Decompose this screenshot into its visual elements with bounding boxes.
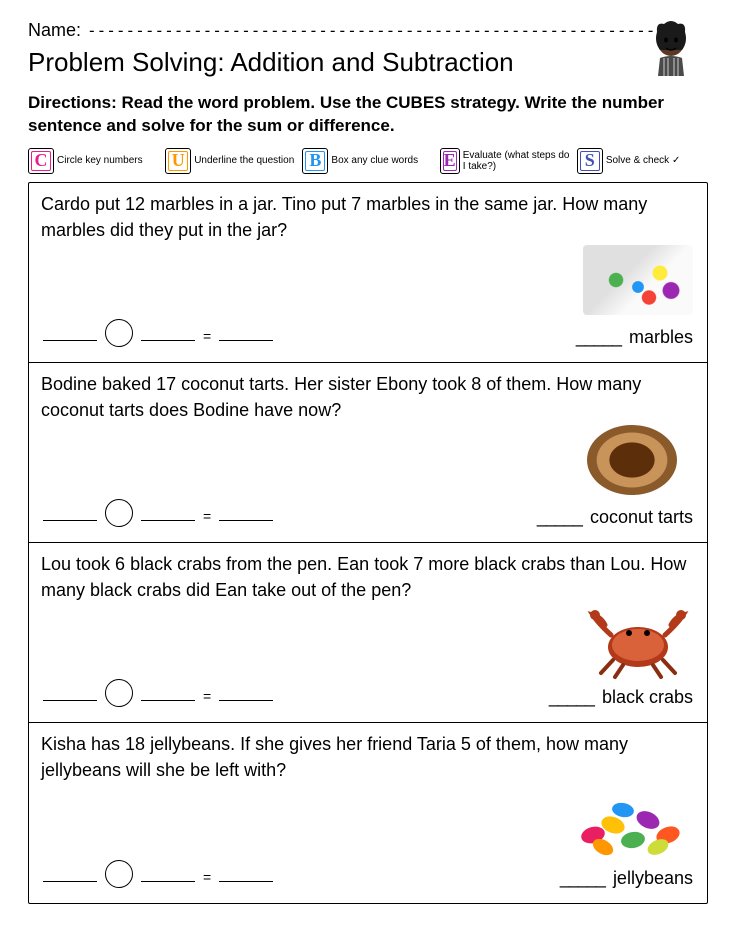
problem-text: Bodine baked 17 coconut tarts. Her siste… [41,371,695,423]
answer-blank[interactable]: _____ [549,687,594,708]
jellybeans-icon [573,785,693,860]
equals-sign: = [203,328,211,344]
crab-icon [583,605,693,680]
cubes-strategy-row: C Circle key numbers U Underline the que… [28,148,708,174]
operator-circle[interactable] [105,319,133,347]
cubes-item-c: C Circle key numbers [28,148,159,174]
cubes-label-b: Box any clue words [331,155,418,166]
operand-2-blank[interactable] [141,323,195,341]
answer-row: _____ black crabs [549,687,693,708]
cubes-label-e: Evaluate (what steps do I take?) [463,150,571,172]
cubes-item-b: B Box any clue words [302,148,433,174]
cubes-item-e: E Evaluate (what steps do I take?) [440,148,571,174]
operator-circle[interactable] [105,679,133,707]
answer-unit: jellybeans [613,868,693,889]
answer-blank[interactable]: _____ [576,327,621,348]
cubes-item-s: S Solve & check ✓ [577,148,708,174]
operator-circle[interactable] [105,499,133,527]
problem-text: Cardo put 12 marbles in a jar. Tino put … [41,191,695,243]
answer-row: _____ jellybeans [560,868,693,889]
block-letter-e: E [440,148,460,174]
equals-sign: = [203,508,211,524]
problem-2: Bodine baked 17 coconut tarts. Her siste… [29,363,707,543]
block-letter-c: C [28,148,54,174]
operand-2-blank[interactable] [141,864,195,882]
result-blank[interactable] [219,683,273,701]
operand-2-blank[interactable] [141,683,195,701]
equation-row[interactable]: = [43,854,273,885]
name-label: Name: [28,20,81,41]
block-letter-s: S [577,148,603,174]
equation-row[interactable]: = [43,493,273,524]
answer-row: _____ coconut tarts [537,507,693,528]
answer-unit: marbles [629,327,693,348]
answer-unit: black crabs [602,687,693,708]
name-field-row: Name: ----------------------------------… [28,20,708,41]
cubes-item-u: U Underline the question [165,148,296,174]
answer-row: _____ marbles [576,327,693,348]
problem-text: Kisha has 18 jellybeans. If she gives he… [41,731,695,783]
cubes-label-c: Circle key numbers [57,155,143,166]
equals-sign: = [203,688,211,704]
equation-row[interactable]: = [43,313,273,344]
cubes-label-u: Underline the question [194,155,294,166]
name-blank-line[interactable]: ----------------------------------------… [87,21,675,40]
directions-text: Directions: Read the word problem. Use t… [28,92,708,138]
operand-1-blank[interactable] [43,503,97,521]
page-title: Problem Solving: Addition and Subtractio… [28,47,708,78]
result-blank[interactable] [219,864,273,882]
operand-2-blank[interactable] [141,503,195,521]
operand-1-blank[interactable] [43,683,97,701]
block-letter-u: U [165,148,191,174]
equals-sign: = [203,869,211,885]
operand-1-blank[interactable] [43,323,97,341]
answer-blank[interactable]: _____ [537,507,582,528]
problem-1: Cardo put 12 marbles in a jar. Tino put … [29,183,707,363]
problems-container: Cardo put 12 marbles in a jar. Tino put … [28,182,708,904]
tart-icon [587,425,677,495]
equation-row[interactable]: = [43,673,273,704]
operator-circle[interactable] [105,860,133,888]
answer-blank[interactable]: _____ [560,868,605,889]
block-letter-b: B [302,148,328,174]
avatar-icon [646,18,696,78]
marbles-icon [583,245,693,315]
problem-4: Kisha has 18 jellybeans. If she gives he… [29,723,707,903]
operand-1-blank[interactable] [43,864,97,882]
result-blank[interactable] [219,323,273,341]
problem-3: Lou took 6 black crabs from the pen. Ean… [29,543,707,723]
problem-text: Lou took 6 black crabs from the pen. Ean… [41,551,695,603]
cubes-label-s: Solve & check ✓ [606,155,681,166]
answer-unit: coconut tarts [590,507,693,528]
result-blank[interactable] [219,503,273,521]
